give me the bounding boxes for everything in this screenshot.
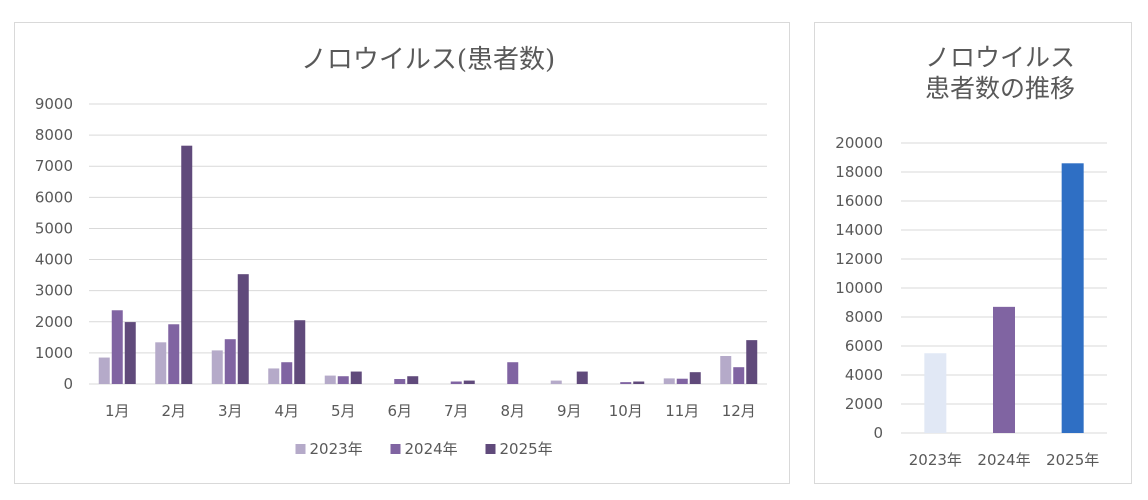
y-tick-label: 6000 (845, 337, 883, 355)
x-tick-label: 8月 (500, 402, 525, 420)
x-tick-label: 12月 (722, 402, 756, 420)
bar-2025年-2月 (181, 145, 193, 384)
x-tick-label: 4月 (274, 402, 299, 420)
x-tick-label: 11月 (665, 402, 699, 420)
y-tick-label: 20000 (835, 134, 883, 152)
legend-swatch (295, 444, 306, 454)
y-tick-label: 8000 (845, 308, 883, 326)
bar-2024年 (993, 306, 1015, 433)
bar-2023年-5月 (324, 375, 336, 384)
y-tick-label: 14000 (835, 221, 883, 239)
y-tick-label: 8000 (35, 126, 73, 144)
bar-2025年 (1061, 163, 1084, 434)
bar-2024年-3月 (224, 339, 236, 384)
y-tick-label: 3000 (35, 282, 73, 300)
y-tick-label: 5000 (35, 219, 73, 237)
monthly-chart-panel: ノロウイルス(患者数) 0 1000 2000 3000 4000 5000 6000 7000… (14, 22, 790, 484)
y-tick-label: 16000 (835, 192, 883, 210)
x-tick-label: 3月 (218, 402, 243, 420)
bar-2024年-7月 (450, 381, 462, 384)
y-tick-label: 0 (63, 375, 73, 393)
bar-2024年-1月 (111, 310, 123, 384)
y-tick-label: 4000 (845, 366, 883, 384)
bar-2025年-3月 (237, 274, 249, 384)
bar-2025年-12月 (746, 340, 758, 384)
legend-label: 2024年 (405, 440, 458, 458)
chart-title-line: ノロウイルス (925, 43, 1075, 72)
legend-label: 2023年 (310, 440, 363, 458)
y-tick-label: 4000 (35, 251, 73, 269)
bar-2025年-10月 (633, 381, 645, 384)
x-tick-label: 2025年 (1046, 451, 1099, 469)
yearly-chart-panel: ノロウイルス 患者数の推移 0 2000 4000 6000 8000 10000 12000 1… (814, 22, 1132, 484)
legend-swatch (390, 444, 401, 454)
bar-2023年-2月 (155, 342, 167, 384)
x-tick-label: 2月 (161, 402, 186, 420)
chart-title: ノロウイルス(患者数) (301, 45, 555, 75)
bar-2025年-11月 (689, 372, 701, 384)
bar-2023年-1月 (98, 357, 110, 384)
x-tick-label: 6月 (387, 402, 412, 420)
y-tick-label: 0 (873, 424, 883, 442)
y-tick-label: 10000 (835, 279, 883, 297)
bar-2024年-5月 (337, 376, 349, 384)
y-tick-label: 9000 (35, 95, 73, 113)
y-tick-label: 1000 (35, 344, 73, 362)
x-tick-label: 7月 (444, 402, 469, 420)
x-tick-label: 2024年 (977, 451, 1030, 469)
x-tick-label: 1月 (105, 402, 130, 420)
x-tick-label: 2023年 (909, 451, 962, 469)
bar-2025年-7月 (463, 380, 475, 384)
bar-2024年-11月 (676, 378, 688, 384)
x-tick-label: 10月 (609, 402, 643, 420)
bar-2024年-8月 (507, 362, 519, 384)
y-tick-label: 6000 (35, 188, 73, 206)
bar-2025年-1月 (124, 322, 136, 384)
bar-2023年-4月 (268, 368, 280, 384)
bar-2023年 (924, 353, 947, 433)
x-tick-label: 9月 (557, 402, 582, 420)
bar-2024年-4月 (281, 362, 293, 384)
y-tick-label: 7000 (35, 157, 73, 175)
x-tick-label: 5月 (331, 402, 356, 420)
bar-2023年-11月 (663, 378, 675, 384)
y-tick-label: 2000 (35, 313, 73, 331)
bar-2024年-6月 (394, 379, 406, 384)
bar-2023年-12月 (720, 356, 732, 384)
y-tick-label: 2000 (845, 395, 883, 413)
legend-swatch (485, 444, 496, 454)
monthly-chart: ノロウイルス(患者数) 0 1000 2000 3000 4000 5000 6000 7000… (35, 45, 767, 458)
bar-2025年-6月 (407, 376, 419, 384)
legend-label: 2025年 (500, 440, 553, 458)
bar-2024年-10月 (620, 382, 632, 384)
bar-2025年-5月 (350, 371, 362, 384)
bar-2025年-9月 (576, 371, 588, 384)
chart-title-line: 患者数の推移 (925, 74, 1075, 103)
bar-2024年-2月 (168, 324, 180, 384)
bar-2025年-4月 (294, 320, 306, 384)
bar-2023年-9月 (550, 380, 562, 384)
bar-2023年-3月 (211, 350, 223, 384)
bar-2024年-12月 (733, 367, 745, 384)
y-tick-label: 18000 (835, 163, 883, 181)
y-tick-label: 12000 (835, 250, 883, 268)
